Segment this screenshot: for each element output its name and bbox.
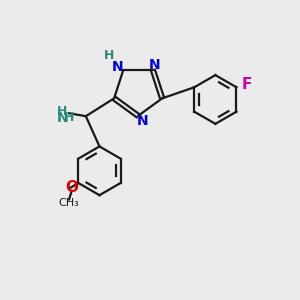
Text: CH₃: CH₃ (59, 198, 80, 208)
Text: N: N (149, 58, 161, 72)
Text: H: H (64, 111, 74, 124)
Text: N: N (137, 114, 148, 128)
Text: H: H (57, 105, 67, 118)
Text: H: H (104, 49, 114, 62)
Text: F: F (242, 76, 253, 92)
Text: N: N (56, 111, 68, 125)
Text: N: N (112, 59, 124, 74)
Text: O: O (65, 180, 78, 195)
